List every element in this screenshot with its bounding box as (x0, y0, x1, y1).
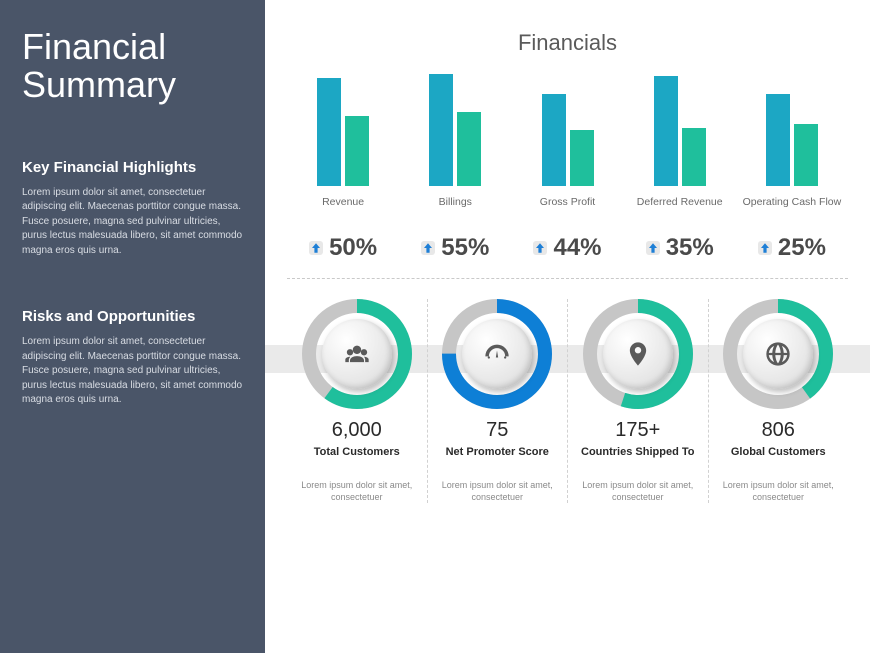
kpi-item: 175+ Countries Shipped To Lorem ipsum do… (568, 299, 709, 503)
kpi-value: 175+ (615, 419, 660, 442)
arrow-up-icon (646, 241, 660, 255)
chart-label: Revenue (322, 196, 364, 224)
kpi-value: 6,000 (332, 419, 382, 442)
bar-pair (654, 74, 706, 186)
bar-b (682, 128, 706, 186)
pct-row: 55% (421, 234, 489, 262)
main-title: Financials (287, 30, 848, 56)
globe-icon (743, 319, 813, 389)
page-title: Financial Summary (22, 28, 243, 104)
chart-item: Operating Cash Flow 25% (736, 74, 848, 262)
kpi-item: 75 Net Promoter Score Lorem ipsum dolor … (428, 299, 569, 503)
pct-value: 25% (778, 234, 826, 262)
kpi-item: 6,000 Total Customers Lorem ipsum dolor … (287, 299, 428, 503)
gauge-icon (462, 319, 532, 389)
bar-b (345, 116, 369, 186)
kpi-ring (442, 299, 552, 409)
pct-value: 44% (553, 234, 601, 262)
bar-pair (317, 74, 369, 186)
arrow-up-icon (421, 241, 435, 255)
pct-value: 50% (329, 234, 377, 262)
arrow-up-icon (533, 241, 547, 255)
kpi-ring (583, 299, 693, 409)
kpi-ring (723, 299, 833, 409)
kpi-label: Total Customers (314, 446, 400, 472)
kpi-desc: Lorem ipsum dolor sit amet, consectetuer (438, 480, 558, 503)
pct-row: 50% (309, 234, 377, 262)
arrow-up-icon (758, 241, 772, 255)
bar-a (542, 94, 566, 186)
pin-icon (603, 319, 673, 389)
section-body-highlights: Lorem ipsum dolor sit amet, consectetuer… (22, 186, 243, 259)
bar-a (654, 76, 678, 186)
chart-label: Billings (439, 196, 472, 224)
chart-item: Gross Profit 44% (511, 74, 623, 262)
kpi-row: 6,000 Total Customers Lorem ipsum dolor … (287, 299, 848, 503)
chart-item: Deferred Revenue 35% (624, 74, 736, 262)
bar-a (766, 94, 790, 186)
chart-label: Deferred Revenue (637, 196, 723, 224)
bar-pair (542, 74, 594, 186)
chart-label: Gross Profit (540, 196, 595, 224)
pct-row: 35% (646, 234, 714, 262)
section-heading-highlights: Key Financial Highlights (22, 159, 243, 176)
sidebar: Financial Summary Key Financial Highligh… (0, 0, 265, 653)
kpi-label: Global Customers (731, 446, 826, 472)
bar-b (794, 124, 818, 186)
bar-a (317, 78, 341, 186)
pct-value: 55% (441, 234, 489, 262)
bar-pair (429, 74, 481, 186)
kpi-label: Countries Shipped To (581, 446, 694, 472)
chart-item: Revenue 50% (287, 74, 399, 262)
kpi-value: 75 (486, 419, 508, 442)
users-icon (322, 319, 392, 389)
bar-pair (766, 74, 818, 186)
section-heading-risks: Risks and Opportunities (22, 308, 243, 325)
pct-row: 25% (758, 234, 826, 262)
kpi-label: Net Promoter Score (446, 446, 549, 472)
main-panel: Financials Revenue 50% Billings 55% Gros… (265, 0, 870, 653)
bar-b (457, 112, 481, 186)
kpi-desc: Lorem ipsum dolor sit amet, consectetuer (578, 480, 698, 503)
chart-label: Operating Cash Flow (743, 196, 842, 224)
bar-b (570, 130, 594, 186)
pct-row: 44% (533, 234, 601, 262)
kpi-desc: Lorem ipsum dolor sit amet, consectetuer (297, 480, 417, 503)
pct-value: 35% (666, 234, 714, 262)
kpi-value: 806 (762, 419, 795, 442)
section-body-risks: Lorem ipsum dolor sit amet, consectetuer… (22, 335, 243, 408)
kpi-ring (302, 299, 412, 409)
chart-item: Billings 55% (399, 74, 511, 262)
bar-a (429, 74, 453, 186)
kpi-desc: Lorem ipsum dolor sit amet, consectetuer (719, 480, 839, 503)
kpi-item: 806 Global Customers Lorem ipsum dolor s… (709, 299, 849, 503)
bar-chart-row: Revenue 50% Billings 55% Gross Profit 44… (287, 74, 848, 279)
arrow-up-icon (309, 241, 323, 255)
